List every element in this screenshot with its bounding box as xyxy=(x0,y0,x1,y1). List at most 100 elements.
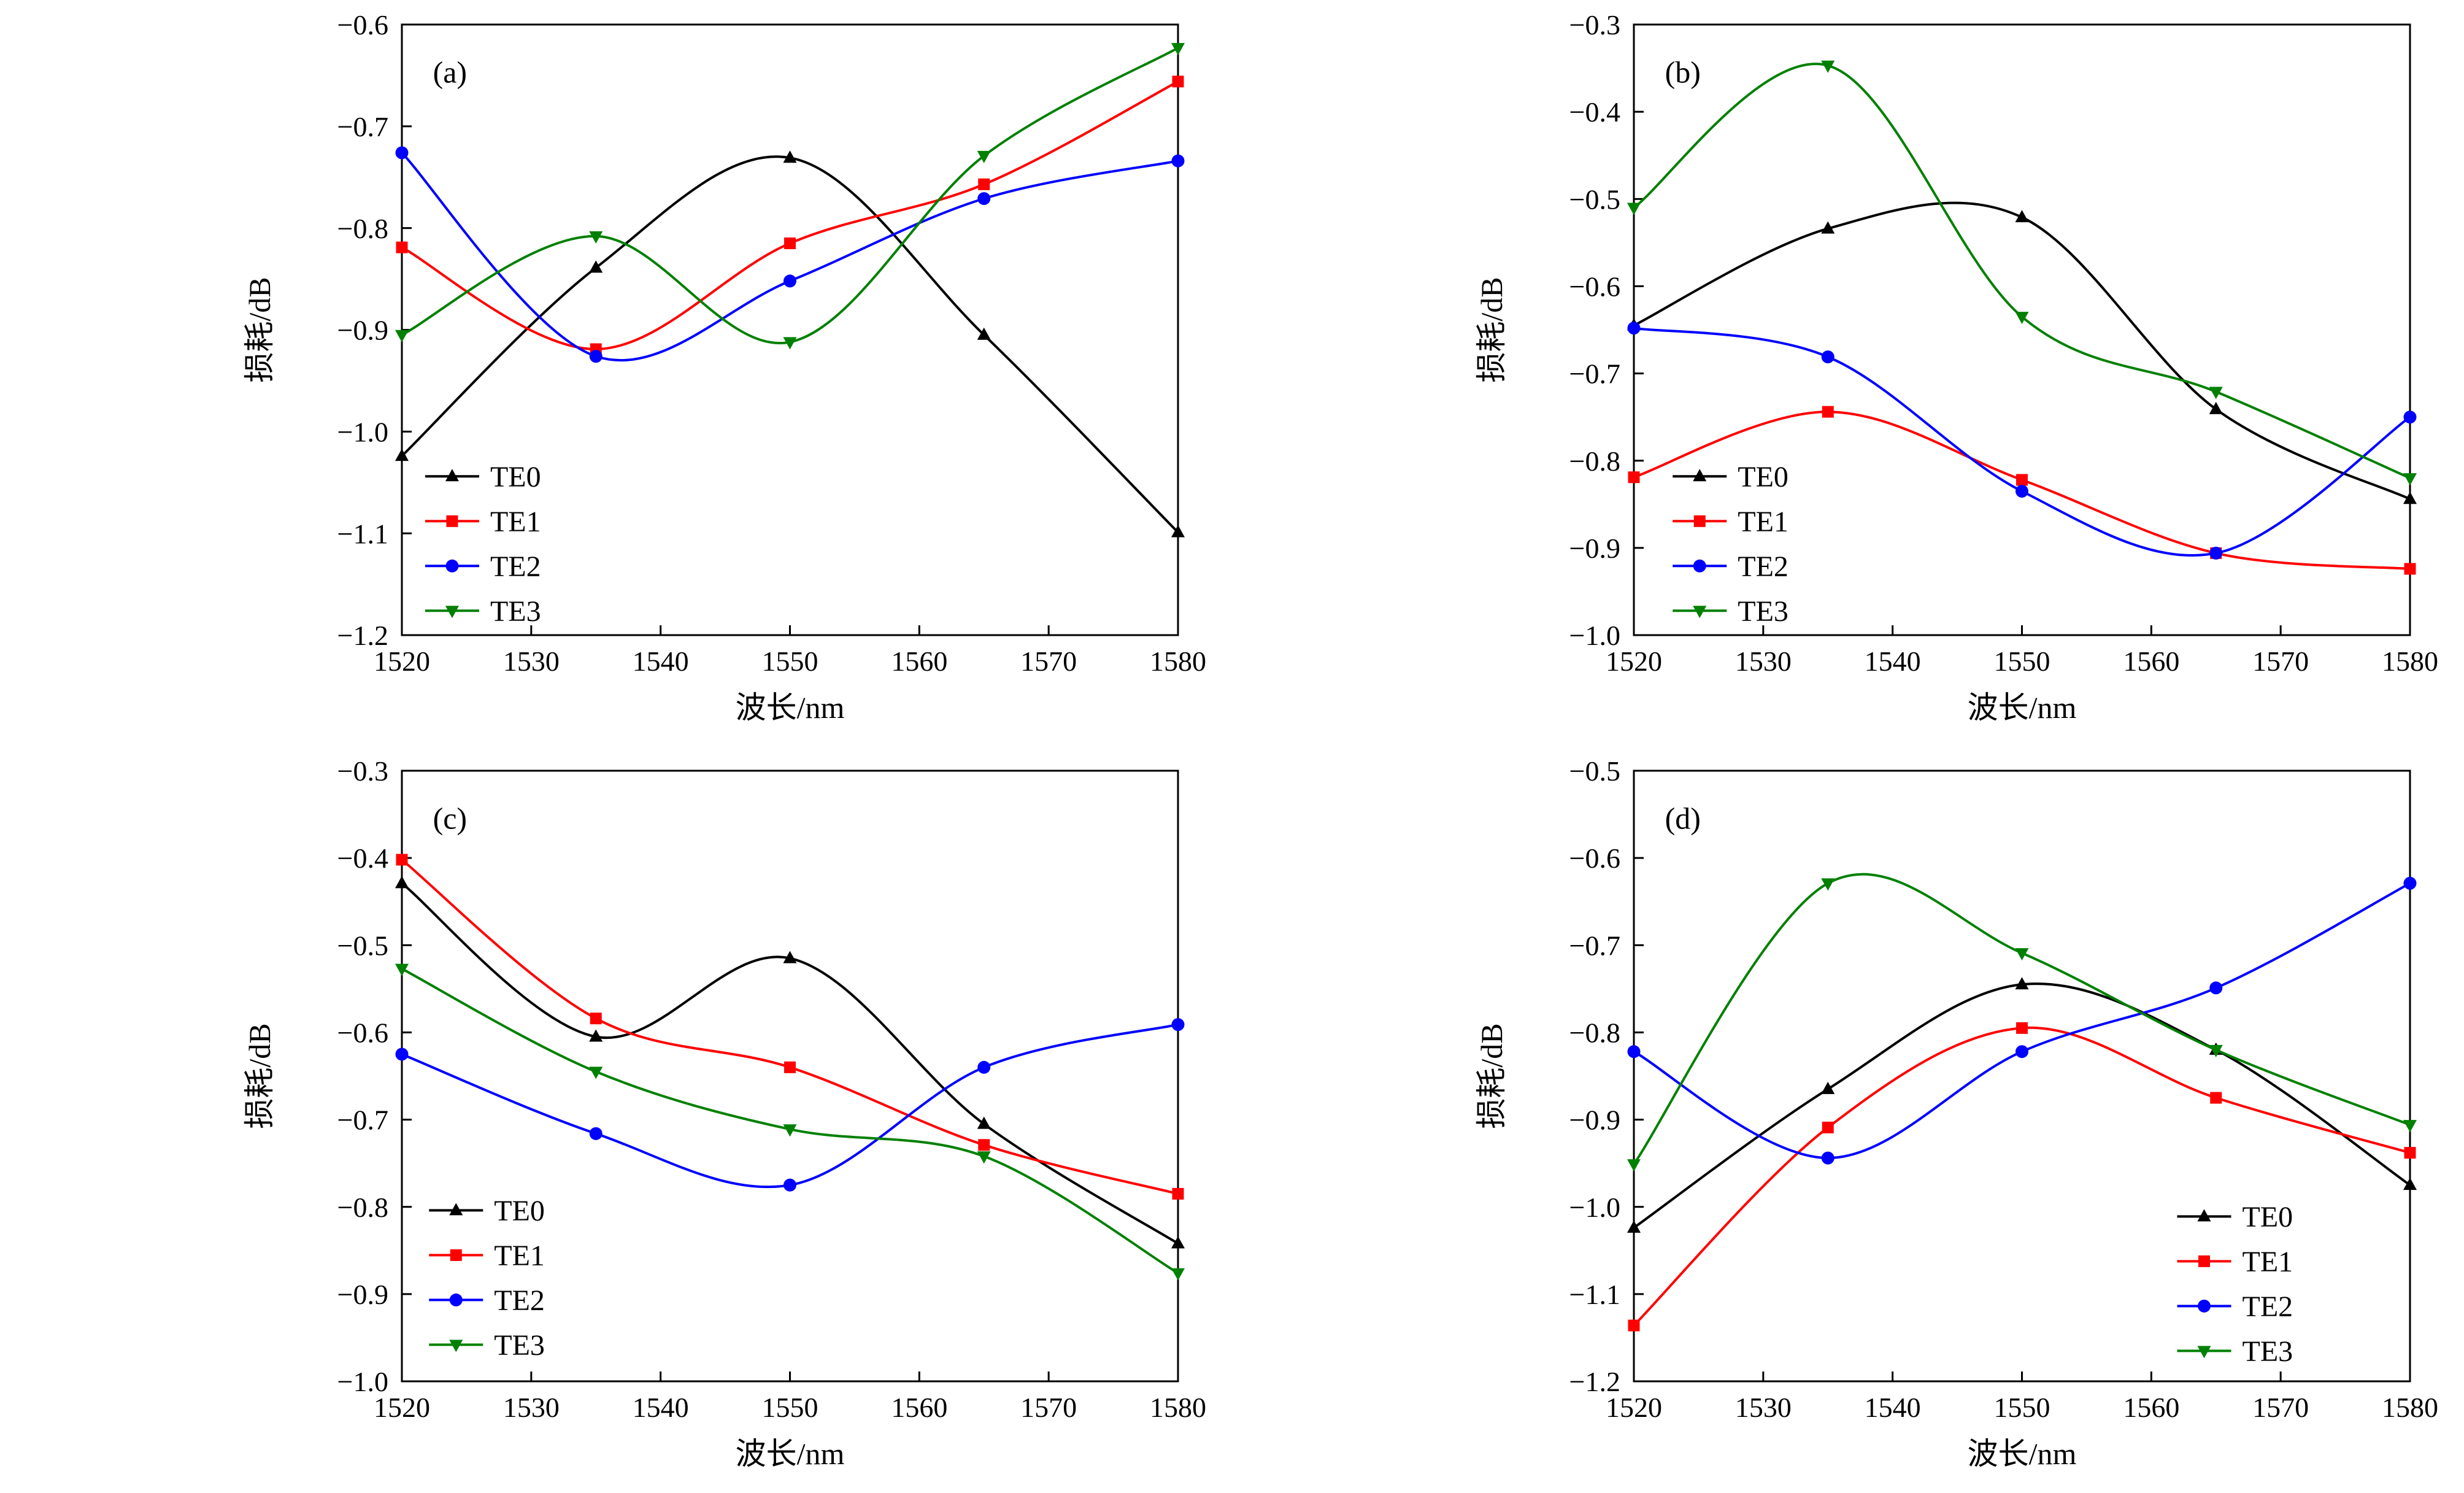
data-point-marker xyxy=(446,515,458,527)
data-point-marker xyxy=(977,192,991,206)
y-axis-title: 损耗/dB xyxy=(242,1023,277,1128)
x-axis-tick-label: 1570 xyxy=(2252,646,2309,677)
data-point-marker xyxy=(395,330,409,342)
data-point-marker xyxy=(1693,469,1707,482)
x-axis-tick-label: 1560 xyxy=(891,1392,947,1423)
y-axis-tick-label: −1.1 xyxy=(1569,1279,1620,1310)
x-axis-tick-label: 1530 xyxy=(1735,1392,1792,1423)
data-point-marker xyxy=(784,237,796,250)
data-point-marker xyxy=(2015,1045,2028,1059)
data-point-marker xyxy=(2209,1044,2223,1057)
series-line-TE2 xyxy=(401,152,1179,361)
legend-label-TE1: TE1 xyxy=(2243,1246,2293,1278)
y-axis-tick-label: −1.2 xyxy=(1569,1366,1620,1397)
data-point-marker xyxy=(2197,1346,2211,1359)
data-point-marker xyxy=(1627,1159,1641,1172)
data-point-marker xyxy=(1171,1236,1185,1249)
data-point-marker xyxy=(1821,1081,1835,1094)
chart-panel-d: 1520 1530 1540 1550 1560 1570 1580 −1.2 −1.1 −1.0… xyxy=(1232,746,2464,1493)
x-axis-tick-label: 1520 xyxy=(1606,1392,1662,1423)
panel-label: (b) xyxy=(1665,55,1701,90)
series-line-TE3 xyxy=(1633,873,2411,1166)
data-point-marker xyxy=(1693,559,1706,573)
y-axis-tick-label: −0.6 xyxy=(337,1017,388,1049)
data-point-marker xyxy=(784,1061,796,1073)
data-point-marker xyxy=(2403,1120,2417,1133)
y-axis-tick-label: −0.7 xyxy=(1569,358,1620,390)
data-point-marker xyxy=(395,963,409,976)
data-point-marker xyxy=(1821,60,1835,73)
x-axis-tick-label: 1530 xyxy=(503,1392,560,1423)
y-axis-tick-label: −1.0 xyxy=(1569,1192,1620,1223)
x-axis-tick-label: 1520 xyxy=(374,646,430,677)
data-point-marker xyxy=(2404,1147,2416,1159)
data-point-marker xyxy=(2016,1022,2028,1034)
y-axis-tick-label: −0.8 xyxy=(337,213,388,244)
data-point-marker xyxy=(1627,1045,1641,1059)
y-axis-tick-label: −0.6 xyxy=(337,9,388,41)
data-point-marker xyxy=(2209,401,2223,414)
y-axis-tick-label: −0.6 xyxy=(1569,271,1620,303)
x-axis-tick-label: 1540 xyxy=(633,1392,689,1423)
x-axis-tick-label: 1550 xyxy=(762,1392,818,1423)
data-point-marker xyxy=(1627,1220,1641,1233)
series-line-TE3 xyxy=(401,47,1179,345)
x-axis-title: 波长/nm xyxy=(736,690,845,725)
data-point-marker xyxy=(445,469,459,482)
x-axis-tick-label: 1580 xyxy=(2382,646,2438,677)
data-point-marker xyxy=(2016,474,2028,486)
x-axis-tick-label: 1550 xyxy=(1994,646,2050,677)
data-point-marker xyxy=(2403,876,2417,890)
x-axis-tick-label: 1560 xyxy=(2123,1392,2179,1423)
x-axis-tick-label: 1580 xyxy=(1150,1392,1206,1423)
x-axis-tick-label: 1570 xyxy=(1020,1392,1077,1423)
data-point-marker xyxy=(395,1047,409,1061)
y-axis-tick-label: −0.7 xyxy=(337,1105,388,1136)
data-point-marker xyxy=(1821,878,1835,891)
y-axis-tick-label: −0.3 xyxy=(337,755,388,787)
y-axis-tick-label: −0.4 xyxy=(1569,96,1620,128)
data-point-marker xyxy=(1693,515,1706,527)
data-point-marker xyxy=(1822,1121,1834,1133)
plot-border xyxy=(1633,23,2411,636)
y-axis-tick-label: −0.8 xyxy=(337,1192,388,1223)
data-point-marker xyxy=(589,1067,603,1079)
y-axis-tick-label: −0.9 xyxy=(1569,533,1620,564)
data-point-marker xyxy=(449,1293,463,1306)
legend-label-TE0: TE0 xyxy=(490,461,541,493)
y-axis-title: 损耗/dB xyxy=(1474,1023,1509,1128)
series-line-TE3 xyxy=(401,967,1179,1275)
data-point-marker xyxy=(2403,492,2417,504)
y-axis-tick-label: −0.8 xyxy=(1569,446,1620,477)
x-axis-tick-label: 1550 xyxy=(1994,1392,2050,1423)
data-point-marker xyxy=(1822,406,1834,418)
data-point-marker xyxy=(2403,411,2417,424)
x-axis-tick-label: 1520 xyxy=(374,1392,430,1423)
data-point-marker xyxy=(783,1178,796,1192)
data-point-marker xyxy=(1171,525,1185,538)
data-point-marker xyxy=(2015,312,2029,325)
panel-label: (d) xyxy=(1665,801,1701,836)
legend-label-TE1: TE1 xyxy=(494,1240,545,1272)
data-point-marker xyxy=(783,150,797,163)
data-point-marker xyxy=(1171,1018,1185,1032)
plot-border xyxy=(401,23,1179,636)
data-point-marker xyxy=(1693,606,1707,619)
series-line-TE0 xyxy=(1633,201,2411,501)
data-point-marker xyxy=(2404,563,2416,575)
data-point-marker xyxy=(977,150,991,163)
x-axis-tick-label: 1530 xyxy=(503,646,560,677)
y-axis-tick-label: −1.1 xyxy=(337,518,388,549)
data-point-marker xyxy=(445,559,459,573)
data-point-marker xyxy=(783,951,797,963)
data-point-marker xyxy=(978,1139,990,1151)
x-axis-tick-label: 1540 xyxy=(1865,1392,1921,1423)
x-axis-title: 波长/nm xyxy=(1968,690,2077,725)
y-axis-title: 损耗/dB xyxy=(242,277,277,382)
chart-d: 1520 1530 1540 1550 1560 1570 1580 −1.2 −1.1 −1.0… xyxy=(1474,755,2438,1471)
x-axis-tick-label: 1570 xyxy=(2252,1392,2309,1423)
data-point-marker xyxy=(2198,1299,2211,1313)
y-axis-tick-label: −0.8 xyxy=(1569,1017,1620,1049)
legend-label-TE3: TE3 xyxy=(490,595,541,628)
